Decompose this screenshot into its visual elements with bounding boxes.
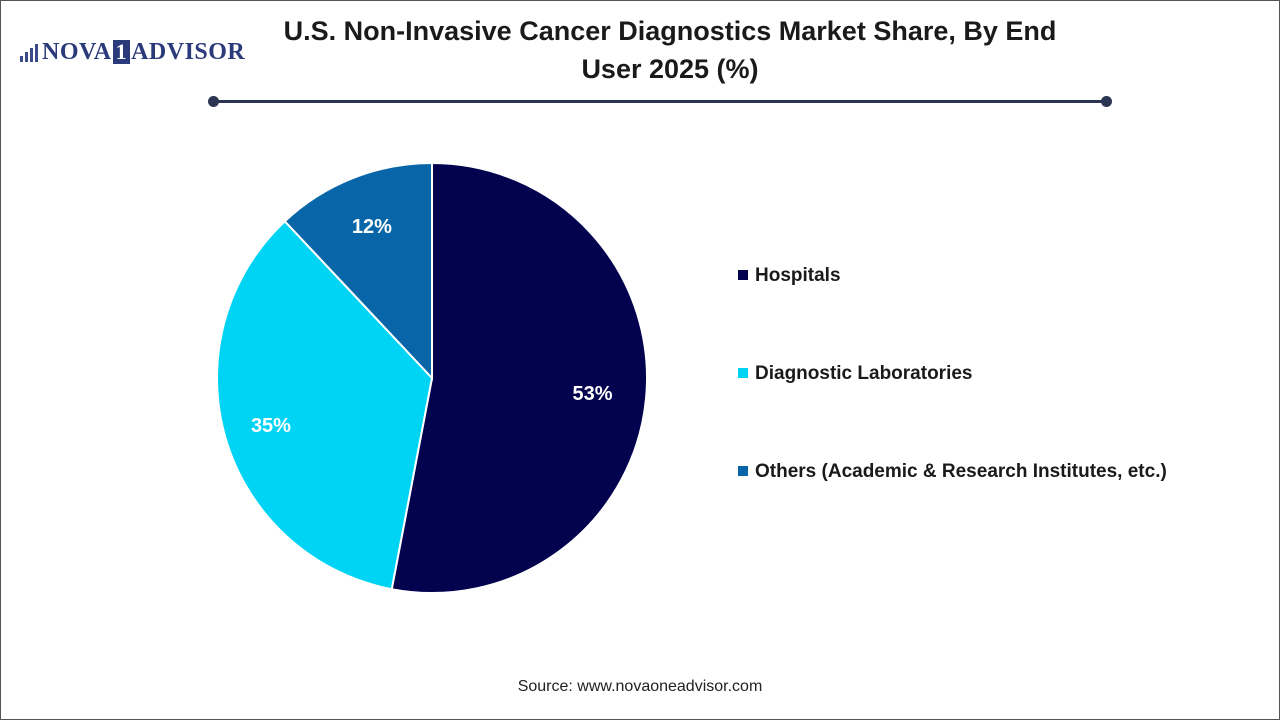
legend-label-hospitals: Hospitals [755,265,841,286]
pie-slice-diagnostic-laboratories [216,219,434,591]
pie-slice-hospitals [390,161,648,594]
legend-swatch-diagnostic-laboratories [738,368,748,378]
legend-swatch-others [738,466,748,476]
legend-item-others: Others (Academic & Research Institutes, … [738,458,1198,485]
legend-label-diagnostic-laboratories: Diagnostic Laboratories [755,363,973,384]
legend-item-diagnostic-laboratories: Diagnostic Laboratories [738,360,1198,387]
logo-text-advisor: ADVISOR [131,38,246,65]
logo-bars-icon [20,42,38,62]
pie-label-diagnostic-laboratories: 35% [251,415,291,437]
pie-label-hospitals: 53% [573,383,613,405]
logo-text-nova: NOVA [42,38,112,65]
title-rule [213,100,1106,103]
chart-title: U.S. Non-Invasive Cancer Diagnostics Mar… [283,16,1057,84]
legend-item-hospitals: Hospitals [738,262,1198,289]
legend-label-others: Others (Academic & Research Institutes, … [755,461,1167,482]
logo-text-one: 1 [112,39,131,64]
nova-one-advisor-logo: NOVA 1 ADVISOR [20,36,245,68]
source-note: Source: www.novaoneadvisor.com [517,678,763,695]
legend-swatch-hospitals [738,270,748,280]
pie-label-others: 12% [352,216,392,238]
pie-slice-others [283,161,433,381]
title-rule-right-dot [1101,96,1112,107]
